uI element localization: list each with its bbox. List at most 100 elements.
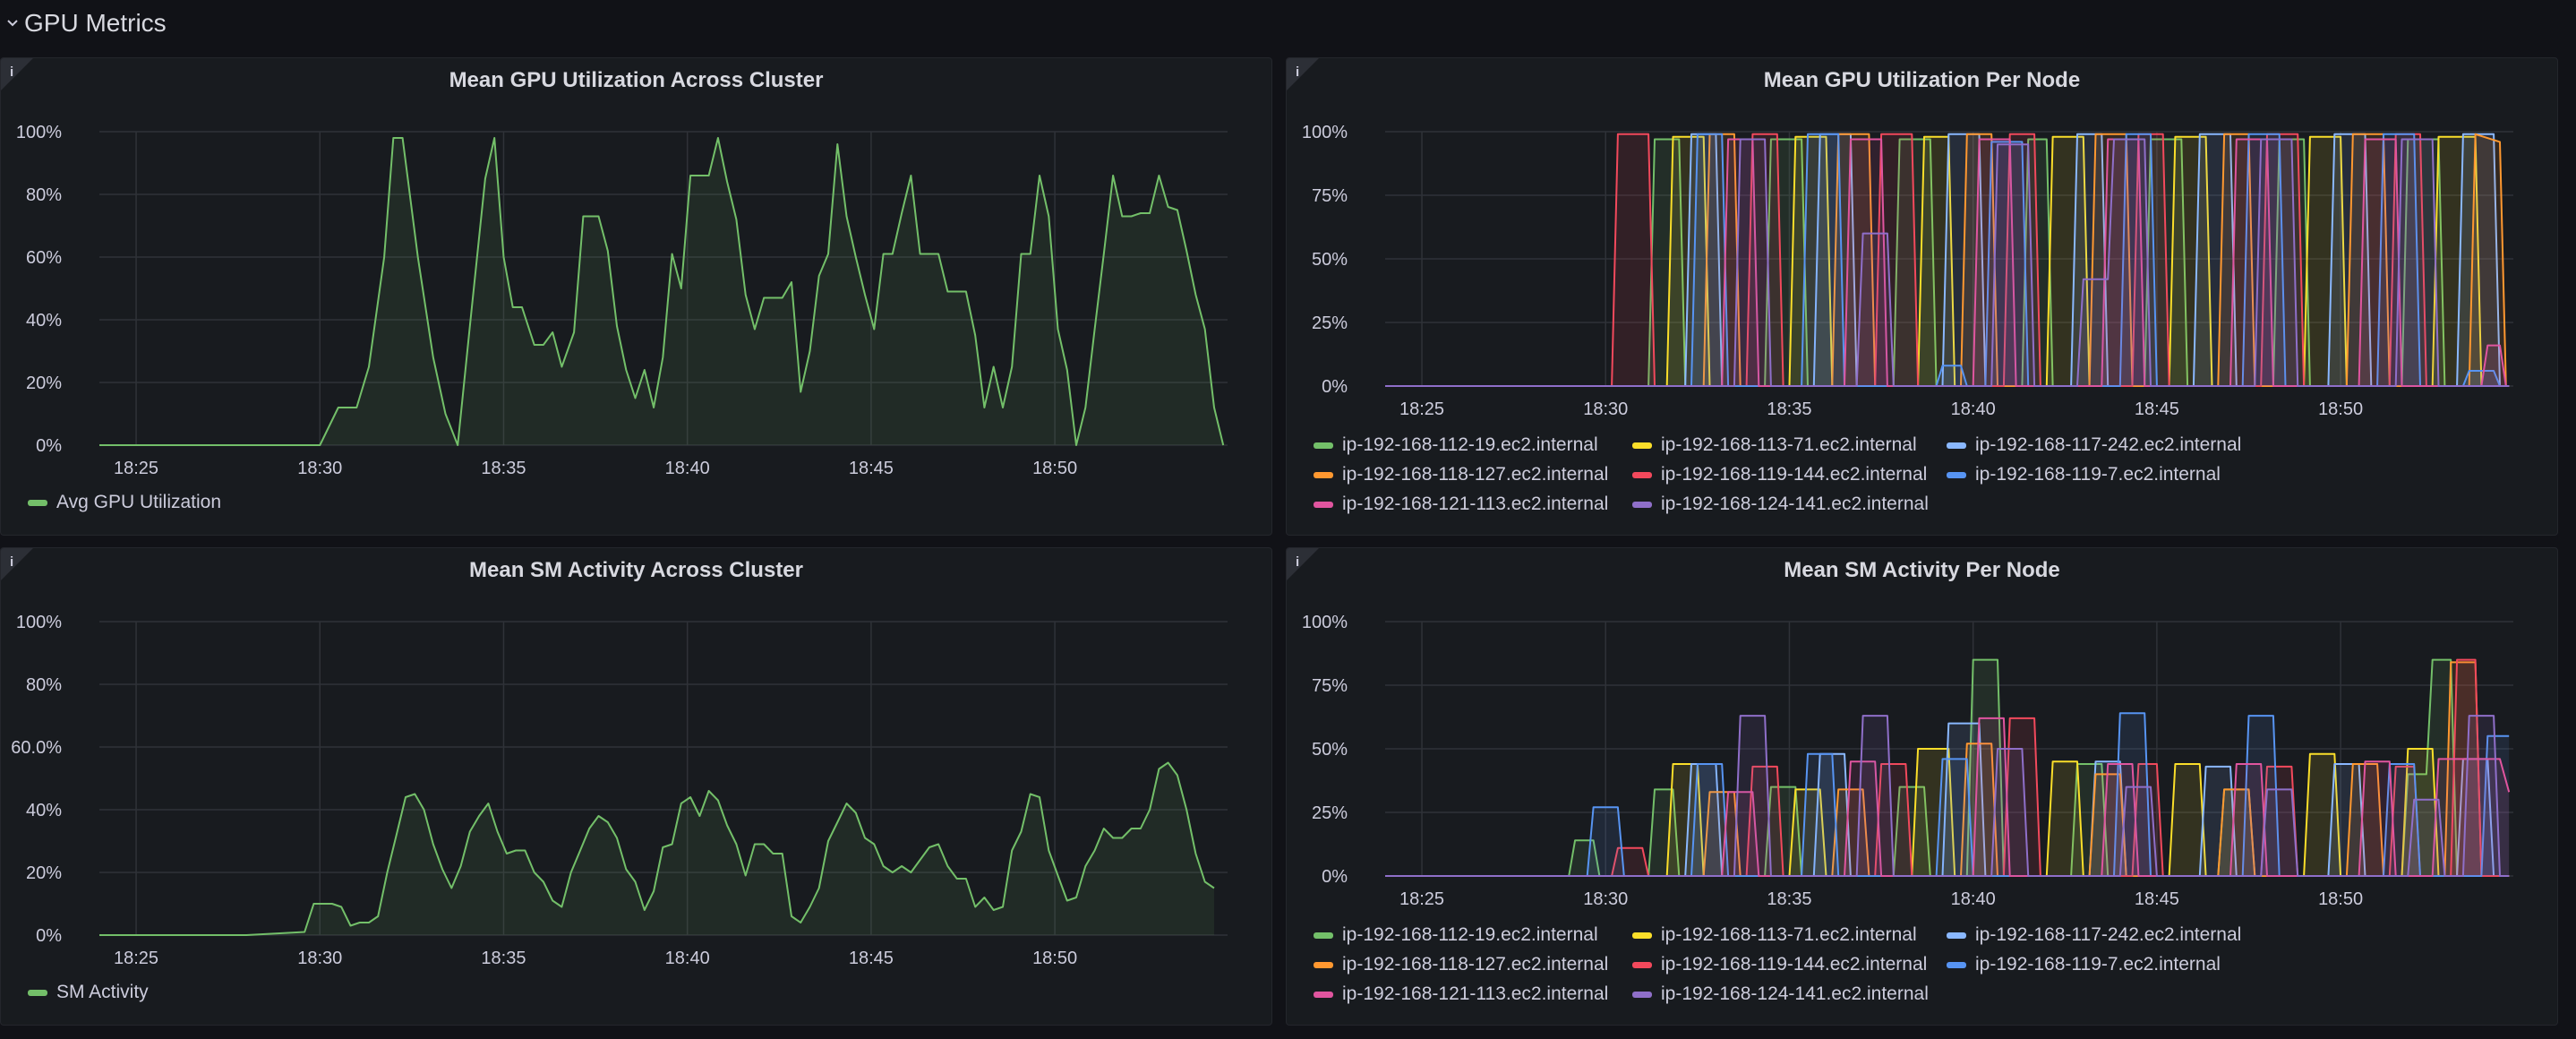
y-tick-label: 0%	[36, 436, 62, 456]
legend-item[interactable]: ip-192-168-121-113.ec2.internal	[1314, 983, 1608, 1005]
legend-item[interactable]: Avg GPU Utilization	[28, 492, 221, 513]
series-area	[99, 762, 1214, 935]
x-tick-label: 18:40	[665, 459, 710, 478]
legend-item[interactable]: ip-192-168-121-113.ec2.internal	[1314, 494, 1608, 515]
legend-swatch	[1314, 932, 1333, 939]
y-tick-label: 75%	[1312, 676, 1348, 696]
legend-swatch	[1314, 961, 1333, 968]
legend-label: ip-192-168-119-7.ec2.internal	[1975, 464, 2221, 485]
x-tick-label: 18:35	[481, 459, 526, 478]
y-tick-label: 40%	[26, 311, 62, 331]
series-area	[1385, 723, 2510, 876]
info-icon[interactable]: i	[1, 58, 33, 90]
svg-text:i: i	[10, 554, 13, 570]
series-area	[1385, 659, 2510, 876]
legend-item[interactable]: ip-192-168-119-144.ec2.internal	[1632, 464, 1927, 485]
y-tick-label: 0%	[1322, 867, 1348, 887]
y-tick-label: 50%	[1312, 250, 1348, 270]
panel-mean-gpu-utilization-node: i Mean GPU Utilization Per Node 0% 25% 50%…	[1286, 57, 2558, 536]
legend-label: ip-192-168-118-127.ec2.internal	[1342, 954, 1609, 975]
legend-swatch	[28, 989, 47, 996]
y-tick-label: 80%	[26, 185, 62, 205]
y-tick-label: 80%	[26, 675, 62, 695]
legend-swatch	[1632, 932, 1652, 939]
legend-item[interactable]: ip-192-168-113-71.ec2.internal	[1632, 924, 1917, 946]
y-tick-label: 100%	[1302, 613, 1348, 632]
legend-item[interactable]: ip-192-168-118-127.ec2.internal	[1314, 954, 1608, 975]
y-tick-label: 20%	[26, 863, 62, 883]
legend-label: ip-192-168-121-113.ec2.internal	[1342, 494, 1609, 514]
legend-swatch	[1632, 961, 1652, 968]
legend-item[interactable]: ip-192-168-117-242.ec2.internal	[1947, 434, 2241, 456]
legend-label: ip-192-168-124-141.ec2.internal	[1661, 494, 1929, 514]
x-tick-label: 18:40	[665, 949, 710, 968]
row-gpu-metrics[interactable]: GPU Metrics	[0, 0, 2576, 47]
x-tick-label: 18:30	[1583, 889, 1628, 909]
x-tick-label: 18:45	[849, 459, 894, 478]
x-tick-label: 18:40	[1951, 889, 1996, 909]
legend-swatch	[1947, 442, 1966, 449]
legend-item[interactable]: ip-192-168-118-127.ec2.internal	[1314, 464, 1608, 485]
y-tick-label: 75%	[1312, 186, 1348, 206]
panel-mean-sm-activity-node: i Mean SM Activity Per Node 0% 25% 50% 75% 1…	[1286, 547, 2558, 1026]
y-tick-label: 0%	[36, 926, 62, 946]
chart-plot[interactable]: 0% 20% 40% 60.0% 80% 100% 18:25 18:30 18:35 18:40…	[1, 548, 1272, 1026]
x-tick-label: 18:45	[2135, 889, 2179, 909]
legend-label: ip-192-168-118-127.ec2.internal	[1342, 464, 1609, 485]
x-tick-label: 18:45	[2135, 399, 2179, 419]
y-tick-label: 0%	[1322, 377, 1348, 397]
legend-label: ip-192-168-119-144.ec2.internal	[1661, 954, 1928, 975]
info-icon[interactable]: i	[1, 548, 33, 580]
chart-plot[interactable]: 0% 20% 40% 60% 80% 100% 18:25 18:30 18:35 18:40 18…	[1, 58, 1272, 536]
y-tick-label: 100%	[1302, 123, 1348, 142]
legend-item[interactable]: ip-192-168-112-19.ec2.internal	[1314, 434, 1598, 456]
series-area	[99, 138, 1224, 445]
series-line[interactable]	[1385, 712, 2510, 877]
y-tick-label: 25%	[1312, 803, 1348, 823]
series-area	[1385, 133, 2510, 387]
y-tick-label: 25%	[1312, 313, 1348, 333]
series-line[interactable]	[1385, 138, 2510, 387]
series-area	[1385, 662, 2510, 876]
series-line[interactable]	[1385, 715, 2510, 877]
legend-item[interactable]: SM Activity	[28, 982, 149, 1003]
panel-title: Mean SM Activity Per Node	[1784, 558, 2060, 582]
legend-item[interactable]: ip-192-168-112-19.ec2.internal	[1314, 924, 1598, 946]
series-area	[1385, 139, 2510, 386]
legend-item[interactable]: ip-192-168-119-144.ec2.internal	[1632, 954, 1927, 975]
x-tick-label: 18:50	[2318, 889, 2363, 909]
chart-plot[interactable]: 0% 25% 50% 75% 100% 18:25 18:30 18:35 18:40 18:45…	[1287, 58, 2558, 536]
chevron-down-icon	[7, 20, 18, 27]
series-area	[1385, 136, 2510, 386]
x-tick-label: 18:50	[1032, 949, 1077, 968]
svg-text:i: i	[10, 64, 13, 80]
series-line[interactable]	[99, 137, 1225, 446]
row-title: GPU Metrics	[24, 9, 167, 37]
legend-item[interactable]: ip-192-168-119-7.ec2.internal	[1947, 464, 2221, 485]
legend-swatch	[1314, 471, 1333, 478]
y-tick-label: 20%	[26, 374, 62, 393]
series-line[interactable]	[99, 761, 1215, 936]
x-tick-label: 18:30	[1583, 399, 1628, 419]
chart-plot[interactable]: 0% 25% 50% 75% 100% 18:25 18:30 18:35 18:40 18:45…	[1287, 548, 2558, 1026]
info-icon[interactable]: i	[1287, 58, 1319, 90]
x-tick-label: 18:35	[1767, 889, 1811, 909]
legend-item[interactable]: ip-192-168-119-7.ec2.internal	[1947, 954, 2221, 975]
x-tick-label: 18:25	[1399, 889, 1444, 909]
legend-label: Avg GPU Utilization	[56, 492, 222, 512]
legend-label: ip-192-168-124-141.ec2.internal	[1661, 983, 1929, 1004]
info-icon[interactable]: i	[1287, 548, 1319, 580]
y-tick-label: 60%	[26, 248, 62, 268]
svg-text:i: i	[1296, 64, 1299, 80]
x-tick-label: 18:40	[1951, 399, 1996, 419]
legend-item[interactable]: ip-192-168-117-242.ec2.internal	[1947, 924, 2241, 946]
legend-label: ip-192-168-113-71.ec2.internal	[1661, 924, 1917, 945]
legend-item[interactable]: ip-192-168-124-141.ec2.internal	[1632, 983, 1929, 1005]
legend-label: ip-192-168-112-19.ec2.internal	[1342, 924, 1598, 945]
legend-item[interactable]: ip-192-168-113-71.ec2.internal	[1632, 434, 1917, 456]
y-tick-label: 40%	[26, 801, 62, 820]
x-tick-label: 18:30	[297, 949, 342, 968]
x-tick-label: 18:30	[297, 459, 342, 478]
legend-item[interactable]: ip-192-168-124-141.ec2.internal	[1632, 494, 1929, 515]
series-area	[1385, 716, 2510, 876]
